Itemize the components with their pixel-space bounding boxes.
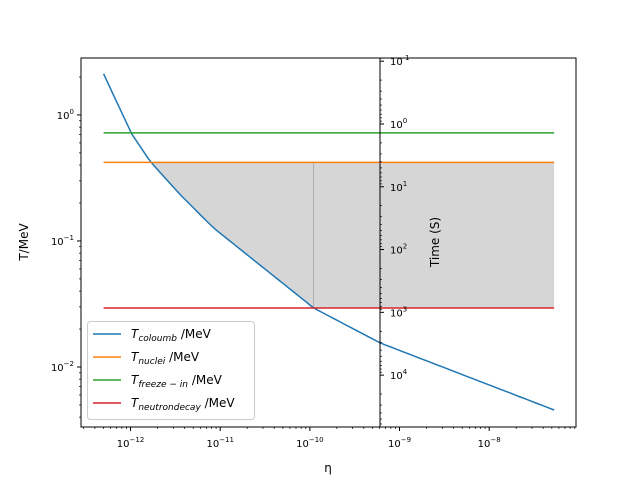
time-tick-label-exp: 3	[403, 305, 407, 313]
time-tick-label-exp: 2	[403, 243, 407, 251]
x-tick-label-exp: −11	[219, 436, 234, 444]
time-tick-label-exp: 1	[403, 54, 410, 62]
legend-main: T	[131, 327, 140, 341]
x-tick-label-exp: −8	[490, 436, 500, 444]
y-tick-label-exp: −1	[64, 234, 74, 242]
x-tick-label-base: 10	[388, 439, 401, 450]
time-tick-label-base: 10	[390, 57, 403, 68]
x-tick-label-exp: −10	[309, 436, 324, 444]
time-tick-label: 103	[390, 305, 407, 319]
time-tick-label: 104	[390, 368, 408, 382]
shaded-region	[150, 162, 555, 308]
y-tick-label: 10−2	[51, 360, 74, 374]
y-tick-label-exp: −2	[64, 360, 74, 368]
series-line-coloumb	[102, 73, 555, 411]
time-tick-label-base: 10	[390, 308, 403, 319]
plot-frame	[80, 57, 577, 428]
x-tick-label: 10−9	[388, 436, 411, 450]
legend-main: T	[131, 350, 140, 364]
legend-unit: /MeV	[188, 373, 223, 387]
legend-entry: Tfreeze − in /MeV	[131, 373, 223, 390]
series-layer	[102, 73, 555, 411]
time-tick-label: 10 1	[390, 54, 409, 68]
x-tick-label-base: 10	[117, 439, 130, 450]
legend-main: T	[131, 373, 140, 387]
legend-unit: /MeV	[201, 396, 236, 410]
legend-subscript: coloumb	[138, 334, 177, 344]
time-tick-label-exp: 1	[403, 180, 407, 188]
x-tick-label-exp: −9	[401, 436, 411, 444]
time-tick-label-base: 10	[390, 183, 403, 194]
legend-unit: /MeV	[165, 350, 200, 364]
legend-subscript: nuclei	[138, 357, 165, 367]
time-tick-label-exp: 4	[403, 368, 408, 376]
legend-entry: Tneutrondecay /MeV	[131, 396, 235, 413]
x-tick-label: 10−8	[478, 436, 501, 450]
x-axis-label: η	[324, 461, 332, 475]
time-tick-label: 100	[390, 117, 407, 131]
y-tick-label: 100	[57, 108, 74, 122]
legend-entry: Tnuclei /MeV	[131, 350, 200, 367]
x-tick-label-base: 10	[206, 439, 219, 450]
time-tick-label-exp: 0	[403, 117, 407, 125]
legend-entry: Tcoloumb /MeV	[131, 327, 212, 344]
legend-subscript: freeze − in	[138, 380, 188, 390]
time-tick-label-base: 10	[390, 371, 403, 382]
time-tick-label: 101	[390, 180, 407, 194]
x-tick-label-base: 10	[478, 439, 491, 450]
legend-main: T	[131, 396, 140, 410]
shaded-region-layer	[150, 162, 555, 308]
x-tick-label-exp: −12	[130, 436, 145, 444]
x-tick-label-base: 10	[296, 439, 309, 450]
x-tick-label: 10−12	[117, 436, 145, 450]
y-tick-label-base: 10	[57, 111, 70, 122]
time-tick-label: 102	[390, 243, 407, 257]
time-tick-label-base: 10	[390, 120, 403, 131]
x-tick-label: 10−10	[296, 436, 324, 450]
time-axis-label: Time (S)	[428, 217, 442, 268]
y-tick-label-exp: 0	[70, 108, 74, 116]
x-tick-label: 10−11	[206, 436, 234, 450]
legend-unit: /MeV	[177, 327, 212, 341]
legend-subscript: neutrondecay	[138, 403, 201, 413]
y-tick-label: 10−1	[51, 234, 74, 248]
y-tick-label-base: 10	[51, 237, 64, 248]
legend-box	[87, 321, 255, 420]
y-tick-label-base: 10	[51, 363, 64, 374]
y-axis-label: T/MeV	[17, 223, 31, 262]
time-tick-label-base: 10	[390, 246, 403, 257]
